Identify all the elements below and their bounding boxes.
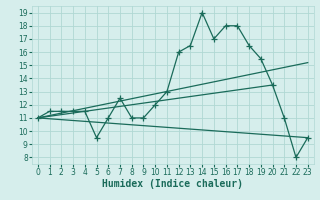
- X-axis label: Humidex (Indice chaleur): Humidex (Indice chaleur): [102, 179, 243, 189]
